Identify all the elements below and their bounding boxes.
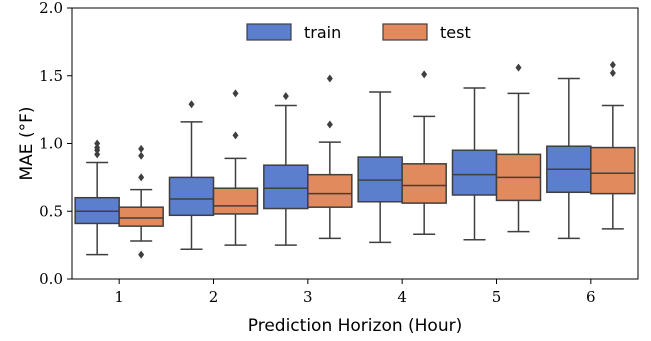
box-test-1 — [118, 144, 164, 259]
outlier-point — [282, 92, 289, 101]
box-test-5 — [495, 63, 542, 233]
legend-item-train: train — [246, 23, 341, 42]
outlier-point — [232, 131, 239, 140]
outlier-point — [421, 70, 428, 79]
legend-swatch — [382, 23, 428, 41]
plot-frame — [71, 7, 639, 280]
box-body — [401, 163, 447, 204]
outlier-point — [326, 120, 333, 129]
outlier-point — [138, 250, 145, 259]
legend: train test — [246, 23, 471, 42]
box-body — [451, 149, 498, 196]
box-test-6 — [590, 60, 636, 230]
y-axis: 0.0 0.5 1.0 1.5 2.0 — [39, 0, 72, 288]
x-axis-title: Prediction Horizon (Hour) — [248, 316, 462, 336]
x-tick-label: 1 — [114, 288, 124, 306]
legend-item-test: test — [382, 23, 471, 42]
y-tick-label: 2.0 — [39, 0, 63, 17]
x-tick-label: 4 — [397, 288, 407, 306]
box-test-4 — [401, 70, 447, 236]
outlier-point — [94, 150, 101, 159]
box-train-1 — [74, 139, 120, 256]
box-test-2 — [212, 89, 259, 246]
legend-label: test — [440, 23, 471, 42]
outlier-point — [188, 100, 195, 109]
outlier-point — [138, 144, 145, 153]
x-axis: 1 2 3 4 5 6 — [114, 279, 596, 306]
box-body — [263, 164, 309, 210]
y-tick-label: 0.5 — [39, 202, 63, 220]
outlier-point — [609, 69, 616, 78]
outlier-point — [515, 63, 522, 72]
x-tick-label: 5 — [492, 288, 502, 306]
x-tick-label: 3 — [303, 288, 313, 306]
box-test-3 — [307, 74, 353, 240]
box-train-3 — [263, 92, 309, 246]
box-body — [590, 146, 636, 195]
box-train-5 — [451, 87, 498, 241]
outlier-point — [94, 139, 101, 148]
y-tick-label: 1.5 — [39, 67, 63, 85]
x-tick-label: 2 — [209, 288, 219, 306]
box-train-6 — [546, 77, 592, 240]
x-tick-label: 6 — [586, 288, 596, 306]
box-body — [307, 173, 353, 208]
box-body — [118, 206, 164, 227]
outlier-point — [609, 60, 616, 69]
box-body — [168, 176, 215, 217]
y-tick-label: 0.0 — [39, 270, 63, 288]
outlier-point — [326, 74, 333, 83]
outlier-point — [232, 89, 239, 98]
plot-area — [71, 7, 639, 280]
box-body — [212, 187, 259, 215]
legend-label: train — [304, 23, 341, 42]
outlier-point — [138, 151, 145, 160]
box-train-4 — [357, 91, 403, 244]
outlier-point — [94, 143, 101, 152]
y-axis-title: MAE (°F) — [17, 107, 37, 181]
legend-swatch — [246, 23, 292, 41]
y-tick-label: 1.0 — [39, 135, 63, 153]
outlier-point — [138, 173, 145, 182]
box-train-2 — [168, 100, 215, 250]
